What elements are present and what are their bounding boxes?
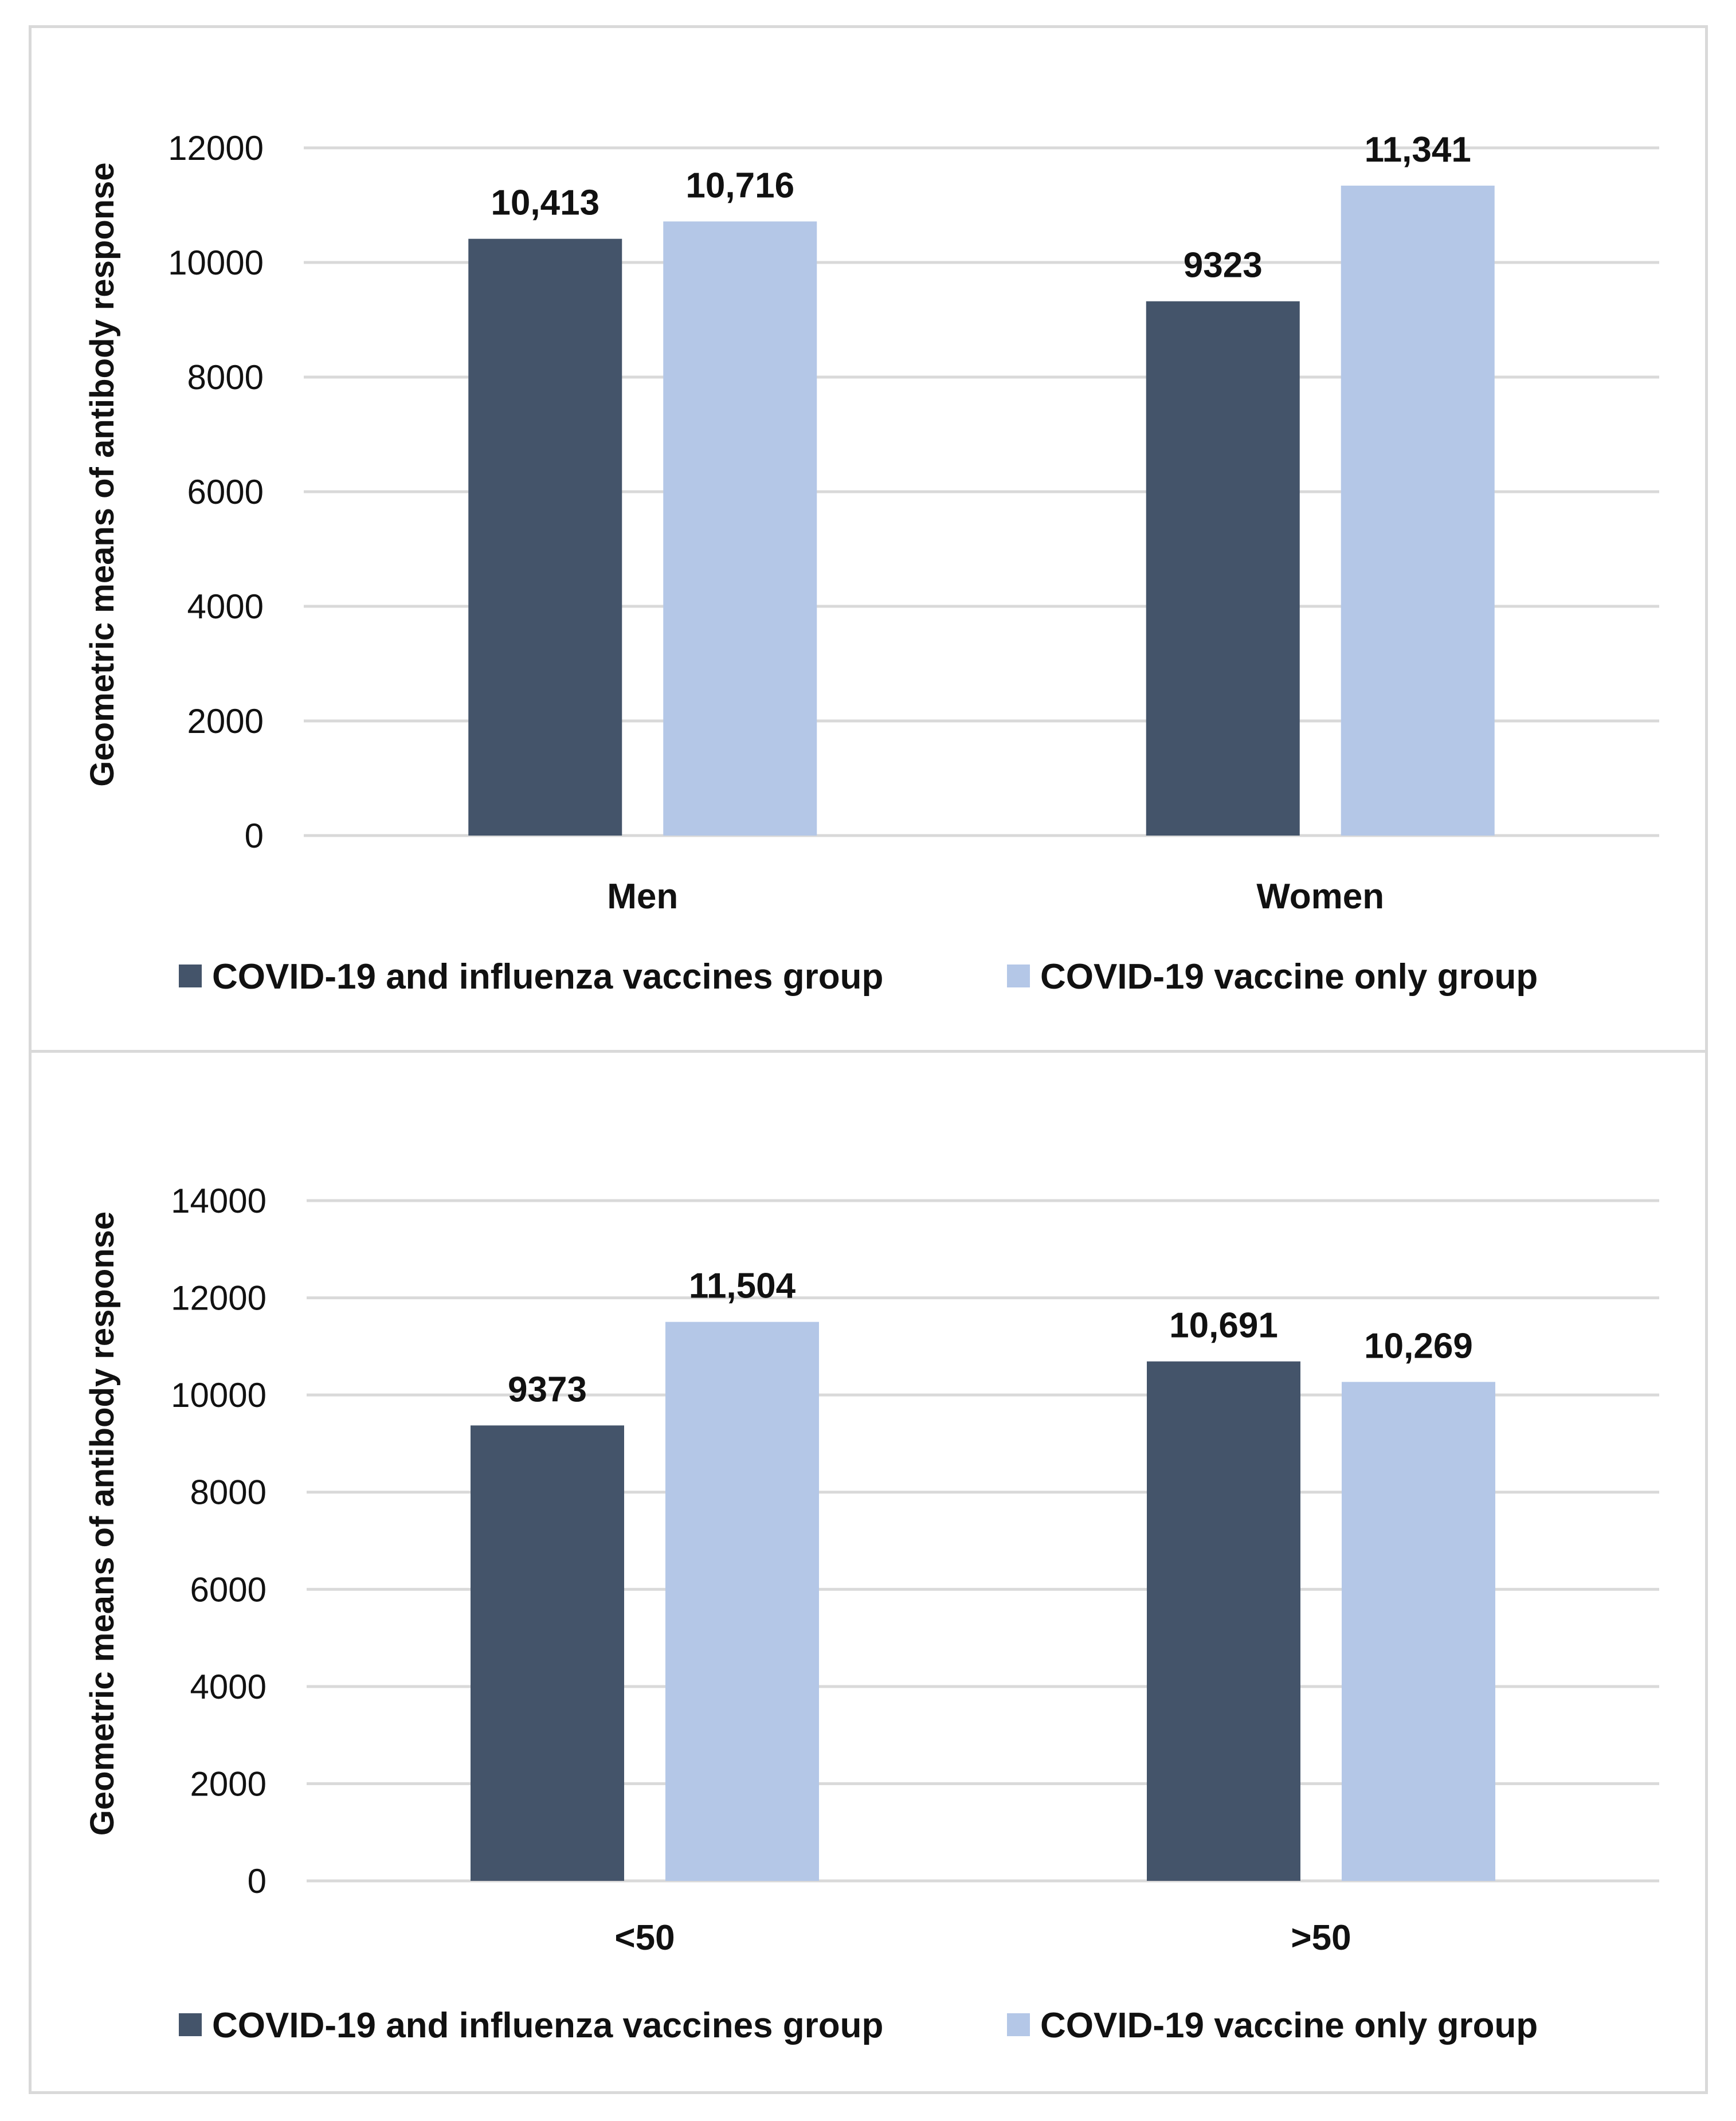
y-tick-label: 0 [248, 1862, 267, 1900]
bar [1342, 1382, 1495, 1881]
y-axis-label: Geometric means of antibody response [84, 1212, 121, 1836]
y-tick-label: 12000 [168, 129, 264, 167]
x-category-label: <50 [614, 1918, 675, 1958]
legend-swatch [1007, 965, 1030, 987]
data-label: 11,504 [689, 1267, 796, 1306]
x-category-label: >50 [1291, 1918, 1351, 1958]
legend-swatch [179, 965, 202, 987]
bar [471, 1425, 624, 1881]
y-tick-label: 14000 [171, 1182, 267, 1220]
data-label: 10,716 [685, 166, 794, 205]
y-tick-label: 6000 [190, 1570, 267, 1609]
panel-divider [29, 1050, 1708, 1053]
y-tick-label: 8000 [187, 358, 264, 397]
y-tick-label: 10000 [168, 244, 264, 282]
chart-gender: 0 2000 4000 6000 8000 10000 12000 Men 10,413 10,7… [84, 129, 1659, 997]
y-tick-label: 2000 [190, 1765, 267, 1803]
bar [468, 238, 622, 836]
data-label: 10,413 [491, 183, 599, 223]
data-label: 11,341 [1365, 130, 1471, 170]
legend-label: COVID-19 vaccine only group [1040, 2006, 1538, 2045]
y-tick-label: 0 [245, 817, 264, 855]
y-tick-label: 6000 [187, 473, 264, 511]
y-tick-label: 12000 [171, 1279, 267, 1318]
bar [663, 221, 817, 836]
legend-swatch [179, 2013, 202, 2036]
legend-swatch [1007, 2013, 1030, 2036]
x-category-label: Women [1256, 877, 1384, 916]
x-category-label: Men [607, 877, 678, 916]
data-label: 10,691 [1169, 1306, 1278, 1346]
bar [1341, 185, 1495, 836]
legend-label: COVID-19 vaccine only group [1040, 957, 1538, 997]
legend-label: COVID-19 and influenza vaccines group [212, 957, 883, 997]
legend-label: COVID-19 and influenza vaccines group [212, 2006, 883, 2045]
chart-age: 0 2000 4000 6000 8000 10000 12000 14000 <50 9373 1… [84, 1182, 1659, 2045]
y-tick-label: 2000 [187, 702, 264, 740]
bar [665, 1322, 819, 1881]
y-tick-label: 8000 [190, 1473, 267, 1512]
data-label: 10,269 [1364, 1326, 1473, 1366]
figure-frame [29, 25, 1708, 2094]
y-tick-label: 4000 [190, 1668, 267, 1706]
y-tick-label: 4000 [187, 587, 264, 626]
data-label: 9323 [1184, 246, 1263, 285]
y-axis-label: Geometric means of antibody response [84, 162, 121, 786]
data-label: 9373 [508, 1370, 587, 1409]
bar [1147, 1361, 1300, 1881]
y-tick-label: 10000 [171, 1376, 267, 1414]
bar [1146, 301, 1300, 836]
